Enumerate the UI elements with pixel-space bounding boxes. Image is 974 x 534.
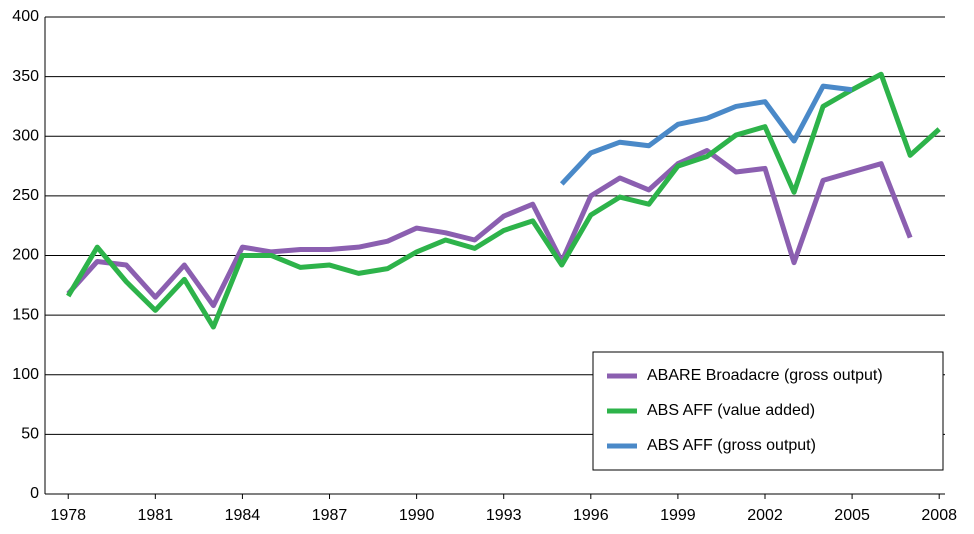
legend-label: ABS AFF (value added) bbox=[647, 402, 815, 419]
legend-box bbox=[592, 351, 944, 471]
y-tick-label: 100 bbox=[12, 366, 39, 383]
x-tick-label: 1981 bbox=[138, 507, 174, 524]
y-tick-label: 300 bbox=[12, 127, 39, 144]
x-tick-label: 2002 bbox=[747, 507, 783, 524]
y-tick-label: 400 bbox=[12, 8, 39, 25]
y-tick-label: 150 bbox=[12, 306, 39, 323]
y-tick-label: 50 bbox=[21, 426, 39, 443]
x-tick-label: 1990 bbox=[399, 507, 435, 524]
x-tick-label: 1984 bbox=[225, 507, 261, 524]
y-tick-label: 0 bbox=[30, 485, 39, 502]
y-tick-label: 350 bbox=[12, 68, 39, 85]
x-tick-label: 2008 bbox=[921, 507, 957, 524]
legend-label: ABS AFF (gross output) bbox=[647, 437, 816, 454]
series-line bbox=[66, 148, 913, 309]
legend-label: ABARE Broadacre (gross output) bbox=[647, 367, 883, 384]
x-tick-label: 1987 bbox=[312, 507, 348, 524]
x-tick-label: 1999 bbox=[660, 507, 696, 524]
x-tick-label: 1978 bbox=[50, 507, 86, 524]
series-line bbox=[559, 83, 853, 186]
x-tick-label: 2005 bbox=[834, 507, 870, 524]
series-line bbox=[66, 71, 941, 330]
x-tick-label: 1993 bbox=[486, 507, 522, 524]
x-tick-label: 1996 bbox=[573, 507, 609, 524]
y-tick-label: 200 bbox=[12, 247, 39, 264]
y-tick-label: 250 bbox=[12, 187, 39, 204]
